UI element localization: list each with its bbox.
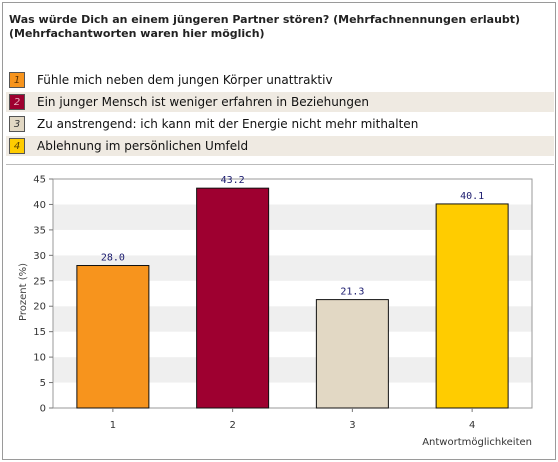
y-axis-ticks: 0 5 10 15 20 25 30 35 40 45 [33, 175, 53, 415]
y-tick-label: 45 [33, 175, 46, 186]
chart-title: Was würde Dich an einem jüngeren Partner… [9, 13, 549, 41]
bar-4 [435, 203, 509, 409]
x-tick-label: 3 [349, 420, 355, 431]
y-tick-label: 20 [33, 302, 46, 313]
title-line-2: (Mehrfachantworten waren hier möglich) [9, 27, 265, 40]
x-axis-label: Antwortmöglichkeiten [422, 437, 532, 448]
y-tick-label: 15 [33, 327, 46, 338]
legend-label-4: Ablehnung im persönlichen Umfeld [37, 139, 249, 153]
x-axis-ticks: 1 2 3 4 [110, 408, 475, 431]
x-tick-label: 2 [229, 420, 235, 431]
bar-chart: 28.0 43.2 21.3 40.1 0 5 10 15 20 25 30 35 40 45 1 2 3 4… [18, 175, 533, 448]
legend-swatch-1: 1 [9, 72, 25, 88]
y-tick-label: 10 [33, 353, 46, 364]
legend-label-1: Fühle mich neben dem jungen Körper unatt… [37, 73, 333, 87]
bar-3 [315, 299, 389, 409]
bars [76, 187, 509, 409]
title-line-1: Was würde Dich an einem jüngeren Partner… [9, 13, 521, 26]
value-label-4: 40.1 [460, 191, 484, 202]
legend-label-2: Ein junger Mensch ist weniger erfahren i… [37, 95, 370, 109]
value-label-3: 21.3 [340, 287, 364, 298]
bar-1 [76, 265, 150, 409]
legend-label-3: Zu anstrengend: ich kann mit der Energie… [37, 117, 419, 131]
legend-swatch-4: 4 [9, 138, 25, 154]
legend-separator [6, 164, 554, 165]
y-tick-label: 5 [40, 378, 46, 389]
y-tick-label: 30 [33, 251, 46, 262]
legend-item-1: 1 Fühle mich neben dem jungen Körper una… [6, 70, 554, 90]
plot-border [52, 178, 533, 409]
legend-item-4: 4 Ablehnung im persönlichen Umfeld [6, 136, 554, 156]
value-label-2: 43.2 [221, 175, 245, 186]
plot-area [52, 178, 533, 409]
x-tick-label: 4 [469, 420, 475, 431]
y-tick-label: 40 [33, 200, 46, 211]
y-tick-label: 0 [40, 404, 46, 415]
legend-item-3: 3 Zu anstrengend: ich kann mit der Energ… [6, 114, 554, 134]
legend-swatch-3: 3 [9, 116, 25, 132]
y-axis-label: Prozent (%) [18, 263, 29, 321]
legend-swatch-2: 2 [9, 94, 25, 110]
value-labels: 28.0 43.2 21.3 40.1 [101, 175, 484, 297]
bar-2 [196, 187, 270, 409]
x-tick-label: 1 [110, 420, 116, 431]
y-tick-label: 35 [33, 225, 46, 236]
legend-item-2: 2 Ein junger Mensch ist weniger erfahren… [6, 92, 554, 112]
value-label-1: 28.0 [101, 253, 125, 264]
grid-band [53, 179, 532, 205]
y-tick-label: 25 [33, 276, 46, 287]
